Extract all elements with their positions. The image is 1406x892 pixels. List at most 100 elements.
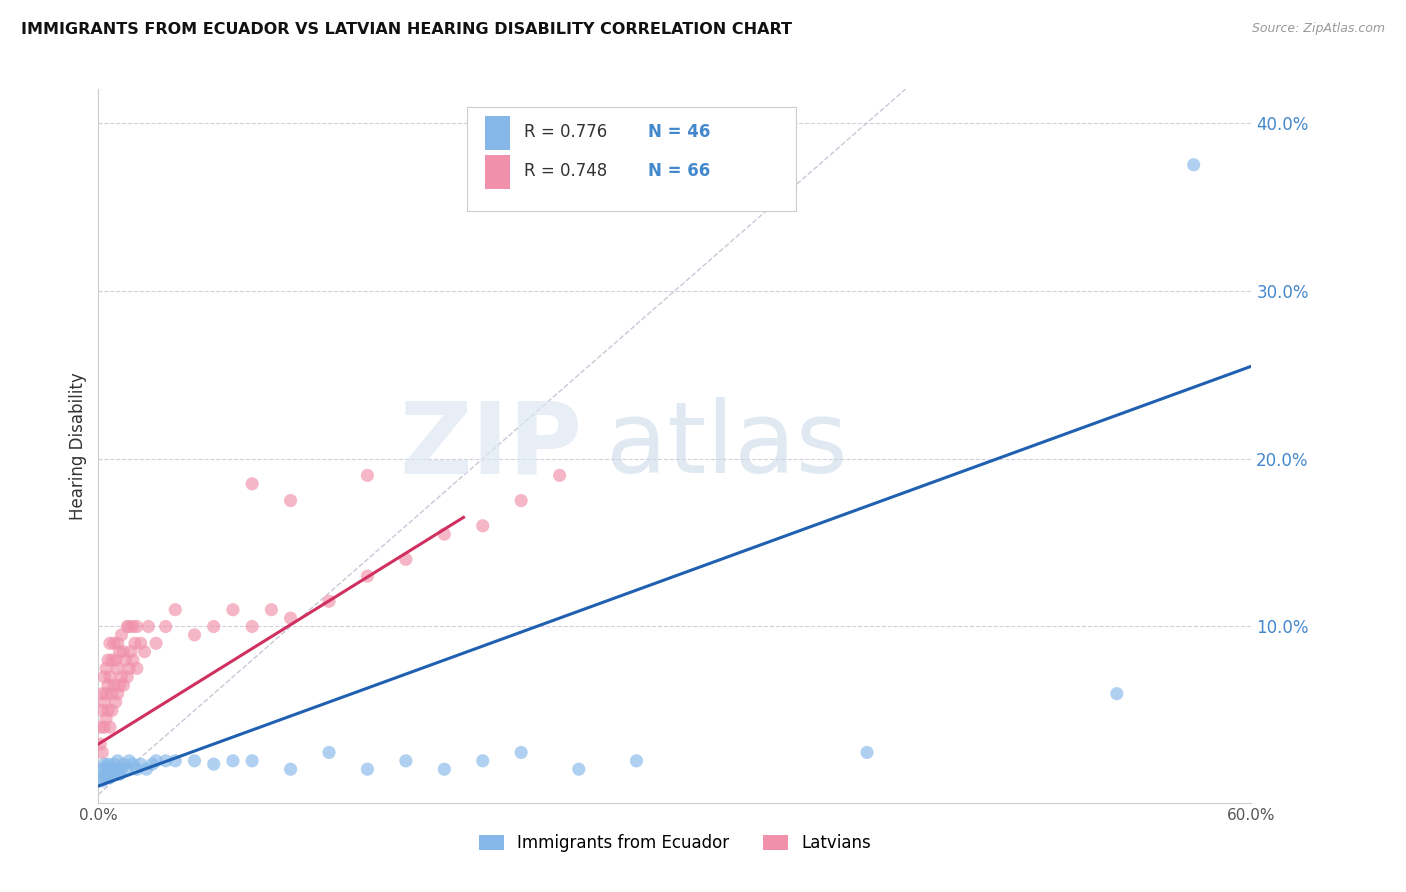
Point: [91, 703, 114, 717]
Point: [1182, 158, 1205, 172]
Point: [114, 653, 136, 667]
Point: [122, 619, 145, 633]
Point: [129, 757, 152, 772]
Point: [138, 619, 160, 633]
Point: [93, 767, 115, 781]
Point: [122, 757, 145, 772]
Point: [98, 720, 121, 734]
Point: [129, 636, 152, 650]
Point: [93, 670, 115, 684]
Point: [104, 695, 127, 709]
Point: [104, 653, 127, 667]
Point: [110, 628, 132, 642]
Point: [165, 754, 187, 768]
Y-axis label: Hearing Disability: Hearing Disability: [69, 372, 87, 520]
Point: [183, 628, 205, 642]
Point: [107, 636, 129, 650]
Point: [107, 754, 129, 768]
Point: [125, 762, 148, 776]
Point: [91, 762, 114, 776]
Point: [155, 754, 177, 768]
Point: [93, 695, 115, 709]
Point: [103, 757, 125, 772]
Point: [108, 645, 131, 659]
Text: ZIP: ZIP: [399, 398, 582, 494]
Point: [117, 670, 139, 684]
Point: [97, 653, 120, 667]
Point: [280, 762, 302, 776]
Point: [101, 653, 124, 667]
Point: [110, 670, 132, 684]
Point: [395, 552, 418, 566]
Point: [433, 762, 456, 776]
Point: [94, 760, 117, 774]
Point: [117, 619, 139, 633]
Point: [98, 762, 121, 776]
Point: [568, 762, 591, 776]
Point: [118, 754, 141, 768]
Point: [94, 661, 117, 675]
Point: [125, 619, 148, 633]
Point: [240, 619, 263, 633]
Point: [280, 493, 302, 508]
Point: [280, 611, 302, 625]
Point: [101, 767, 124, 781]
FancyBboxPatch shape: [467, 107, 796, 211]
Point: [97, 757, 120, 772]
Point: [395, 754, 418, 768]
Point: [141, 757, 163, 772]
Point: [318, 746, 340, 760]
Point: [548, 468, 571, 483]
FancyBboxPatch shape: [485, 116, 510, 150]
Point: [97, 678, 120, 692]
Point: [155, 619, 177, 633]
Text: N = 46: N = 46: [648, 123, 711, 141]
Point: [98, 670, 121, 684]
FancyBboxPatch shape: [485, 155, 510, 189]
Point: [202, 619, 225, 633]
Point: [104, 767, 127, 781]
Text: R = 0.748: R = 0.748: [524, 162, 607, 180]
Point: [626, 754, 648, 768]
Point: [110, 762, 132, 776]
Point: [91, 774, 114, 789]
Point: [94, 712, 117, 726]
Text: IMMIGRANTS FROM ECUADOR VS LATVIAN HEARING DISABILITY CORRELATION CHART: IMMIGRANTS FROM ECUADOR VS LATVIAN HEARI…: [21, 22, 792, 37]
Point: [103, 678, 125, 692]
Point: [93, 720, 115, 734]
Text: R = 0.776: R = 0.776: [524, 123, 607, 141]
Point: [318, 594, 340, 608]
Legend: Immigrants from Ecuador, Latvians: Immigrants from Ecuador, Latvians: [472, 828, 877, 859]
Point: [107, 687, 129, 701]
Point: [108, 767, 131, 781]
Point: [89, 737, 111, 751]
Point: [510, 493, 533, 508]
Point: [356, 569, 378, 583]
Point: [135, 762, 157, 776]
Point: [124, 636, 146, 650]
Point: [1105, 687, 1128, 701]
Point: [202, 757, 225, 772]
Point: [108, 678, 131, 692]
Point: [94, 687, 117, 701]
Point: [183, 754, 205, 768]
Point: [94, 771, 117, 785]
Text: atlas: atlas: [606, 398, 848, 494]
Point: [93, 757, 115, 772]
Point: [240, 476, 263, 491]
Point: [125, 661, 148, 675]
Point: [118, 619, 141, 633]
Text: N = 66: N = 66: [648, 162, 710, 180]
Point: [471, 518, 494, 533]
Point: [112, 678, 135, 692]
Point: [107, 762, 129, 776]
Point: [145, 754, 167, 768]
Point: [240, 754, 263, 768]
Point: [122, 653, 145, 667]
Point: [103, 762, 125, 776]
Point: [222, 754, 245, 768]
Point: [89, 771, 111, 785]
Point: [89, 720, 111, 734]
Point: [98, 771, 121, 785]
Point: [112, 757, 135, 772]
